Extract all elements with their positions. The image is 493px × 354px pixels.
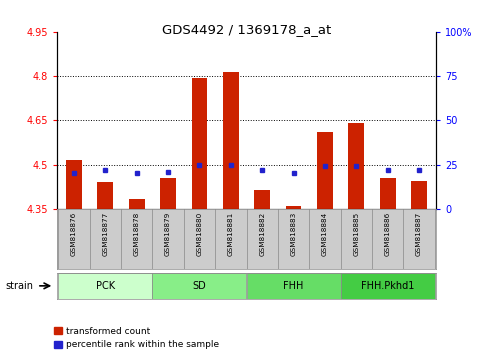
Bar [129, 199, 144, 209]
Bar [317, 132, 333, 209]
Bar [286, 206, 301, 209]
Text: GSM818877: GSM818877 [103, 212, 108, 256]
Text: SD: SD [193, 281, 206, 291]
Text: GDS4492 / 1369178_a_at: GDS4492 / 1369178_a_at [162, 23, 331, 36]
Text: GSM818881: GSM818881 [228, 212, 234, 256]
Text: strain: strain [5, 281, 33, 291]
Text: GSM818879: GSM818879 [165, 212, 171, 256]
Text: GSM818882: GSM818882 [259, 212, 265, 256]
Bar [349, 123, 364, 209]
Text: PCK: PCK [96, 281, 115, 291]
Text: GSM818876: GSM818876 [71, 212, 77, 256]
Bar [152, 273, 246, 299]
Bar [66, 160, 82, 209]
Bar [160, 178, 176, 209]
Bar [58, 273, 152, 299]
Bar [223, 72, 239, 209]
Text: GSM818884: GSM818884 [322, 212, 328, 256]
Bar [254, 190, 270, 209]
Text: FHH: FHH [283, 281, 304, 291]
Text: GSM818878: GSM818878 [134, 212, 140, 256]
Bar [192, 78, 207, 209]
Bar [380, 178, 395, 209]
Legend: transformed count, percentile rank within the sample: transformed count, percentile rank withi… [54, 327, 219, 349]
Bar [246, 273, 341, 299]
Text: FHH.Pkhd1: FHH.Pkhd1 [361, 281, 414, 291]
Text: GSM818885: GSM818885 [353, 212, 359, 256]
Text: GSM818886: GSM818886 [385, 212, 390, 256]
Text: GSM818880: GSM818880 [196, 212, 203, 256]
Bar [411, 181, 427, 209]
Text: GSM818883: GSM818883 [290, 212, 297, 256]
Text: GSM818887: GSM818887 [416, 212, 422, 256]
Bar [341, 273, 435, 299]
Bar [98, 182, 113, 209]
